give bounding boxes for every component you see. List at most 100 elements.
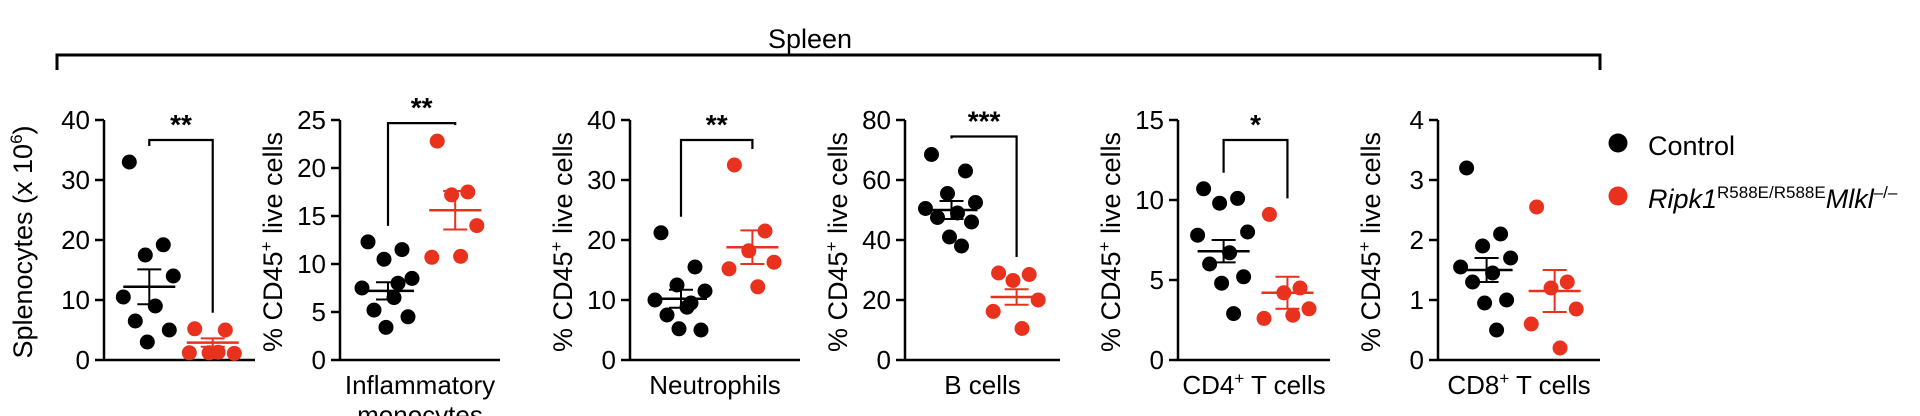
data-point bbox=[147, 298, 163, 314]
legend-label-ripk1: Ripk1 bbox=[1648, 184, 1717, 214]
y-axis-label-end: live cells bbox=[1356, 132, 1386, 242]
y-tick-label: 80 bbox=[862, 105, 891, 135]
data-point bbox=[1230, 190, 1246, 206]
data-point bbox=[930, 210, 945, 225]
data-point bbox=[697, 283, 713, 299]
data-point bbox=[1226, 306, 1242, 322]
data-point bbox=[1465, 274, 1481, 290]
data-point bbox=[750, 279, 766, 295]
data-point bbox=[378, 319, 394, 335]
y-tick-label: 20 bbox=[587, 225, 616, 255]
y-tick-label: 4 bbox=[1410, 105, 1424, 135]
y-tick-label: 40 bbox=[587, 105, 616, 135]
data-point bbox=[924, 147, 939, 162]
legend-label-ripk1-sup: R588E/R588E bbox=[1717, 183, 1826, 202]
y-axis-label: % CD45+ live cells bbox=[1355, 132, 1386, 352]
data-point bbox=[669, 277, 685, 293]
legend-label-control: Control bbox=[1648, 131, 1735, 161]
y-axis-label: Splenocytes (x 106) bbox=[7, 125, 38, 358]
x-axis-label-main: Neutrophils bbox=[649, 370, 781, 400]
data-point bbox=[1236, 269, 1252, 285]
y-tick-label: 15 bbox=[297, 201, 326, 231]
y-axis-label-sup: + bbox=[257, 241, 276, 251]
y-axis-label-main: % CD45 bbox=[1096, 251, 1126, 352]
y-tick-label: 0 bbox=[877, 345, 891, 375]
data-point bbox=[1453, 259, 1469, 275]
data-point bbox=[1261, 206, 1277, 222]
data-point bbox=[354, 280, 370, 296]
x-axis-label: CD8+ T cells bbox=[1447, 369, 1590, 400]
x-axis-label-main: CD4 bbox=[1182, 370, 1234, 400]
data-point bbox=[1202, 256, 1218, 272]
y-axis-label-sup: + bbox=[822, 241, 841, 251]
x-axis-label-sup: + bbox=[1234, 369, 1244, 388]
series-group-1 bbox=[918, 147, 983, 254]
y-axis-label: % CD45+ live cells bbox=[547, 132, 578, 352]
data-point bbox=[964, 214, 979, 230]
data-point bbox=[424, 249, 440, 265]
data-point bbox=[139, 334, 155, 350]
y-tick-label: 60 bbox=[862, 165, 891, 195]
data-point bbox=[942, 229, 957, 245]
data-point bbox=[1190, 227, 1206, 243]
data-point bbox=[394, 242, 410, 258]
y-tick-label: 25 bbox=[297, 105, 326, 135]
data-point bbox=[1529, 199, 1545, 215]
data-point bbox=[687, 259, 703, 275]
y-axis-label-main: % CD45 bbox=[548, 251, 578, 352]
data-point bbox=[360, 234, 376, 250]
significance-label: * bbox=[1250, 109, 1261, 140]
data-point bbox=[226, 345, 242, 361]
chart-panel-4: 0 20 40 60 80 % CD45+ live cells B cells *** bbox=[822, 105, 1060, 400]
data-point bbox=[940, 186, 955, 201]
y-tick-label: 10 bbox=[1135, 185, 1164, 215]
y-tick-label: 10 bbox=[587, 285, 616, 315]
y-tick-label: 20 bbox=[61, 225, 90, 255]
y-axis-label-end: live cells bbox=[1096, 132, 1126, 242]
chart-panel-2: 0 5 10 15 20 25 % CD45+ live cells Inflammatory… bbox=[257, 92, 500, 416]
x-axis-label-end: T cells bbox=[1509, 370, 1590, 400]
y-tick-label: 5 bbox=[1150, 265, 1164, 295]
data-point bbox=[1552, 340, 1568, 356]
data-point bbox=[165, 268, 181, 284]
data-point bbox=[1196, 181, 1212, 197]
x-axis-label: CD4+ T cells bbox=[1182, 369, 1325, 400]
y-tick-label: 0 bbox=[312, 345, 326, 375]
y-axis-label-main: % CD45 bbox=[258, 251, 288, 352]
y-axis-label-sup: + bbox=[1355, 241, 1374, 251]
y-axis-label: % CD45+ live cells bbox=[1095, 132, 1126, 352]
data-point bbox=[469, 218, 485, 234]
data-point bbox=[137, 247, 153, 263]
data-point bbox=[726, 157, 742, 173]
data-point bbox=[1256, 310, 1272, 326]
x-axis-label-line2: monocytes bbox=[357, 400, 483, 416]
y-axis-label-sup: + bbox=[1095, 241, 1114, 251]
data-point bbox=[1014, 321, 1030, 336]
data-point bbox=[1489, 322, 1505, 338]
spleen-bracket-label: Spleen bbox=[768, 24, 852, 54]
data-point bbox=[659, 307, 675, 323]
data-point bbox=[1493, 226, 1509, 242]
data-point bbox=[1021, 267, 1037, 282]
y-tick-label: 30 bbox=[61, 165, 90, 195]
legend-label-mlkl-sup: –/– bbox=[1874, 183, 1898, 202]
data-point bbox=[1499, 292, 1515, 308]
y-axis-label: % CD45+ live cells bbox=[822, 132, 853, 352]
y-tick-label: 0 bbox=[76, 345, 90, 375]
significance-label: ** bbox=[706, 109, 728, 140]
y-tick-label: 15 bbox=[1135, 105, 1164, 135]
data-point bbox=[721, 261, 737, 277]
data-point bbox=[429, 133, 445, 149]
data-point bbox=[121, 154, 137, 170]
data-point bbox=[653, 225, 669, 241]
data-point bbox=[1214, 275, 1230, 291]
x-axis-label-main: CD8 bbox=[1447, 370, 1499, 400]
data-point bbox=[1222, 245, 1238, 261]
y-tick-label: 40 bbox=[61, 105, 90, 135]
data-point bbox=[404, 270, 420, 286]
x-axis-label-end: T cells bbox=[1244, 370, 1325, 400]
